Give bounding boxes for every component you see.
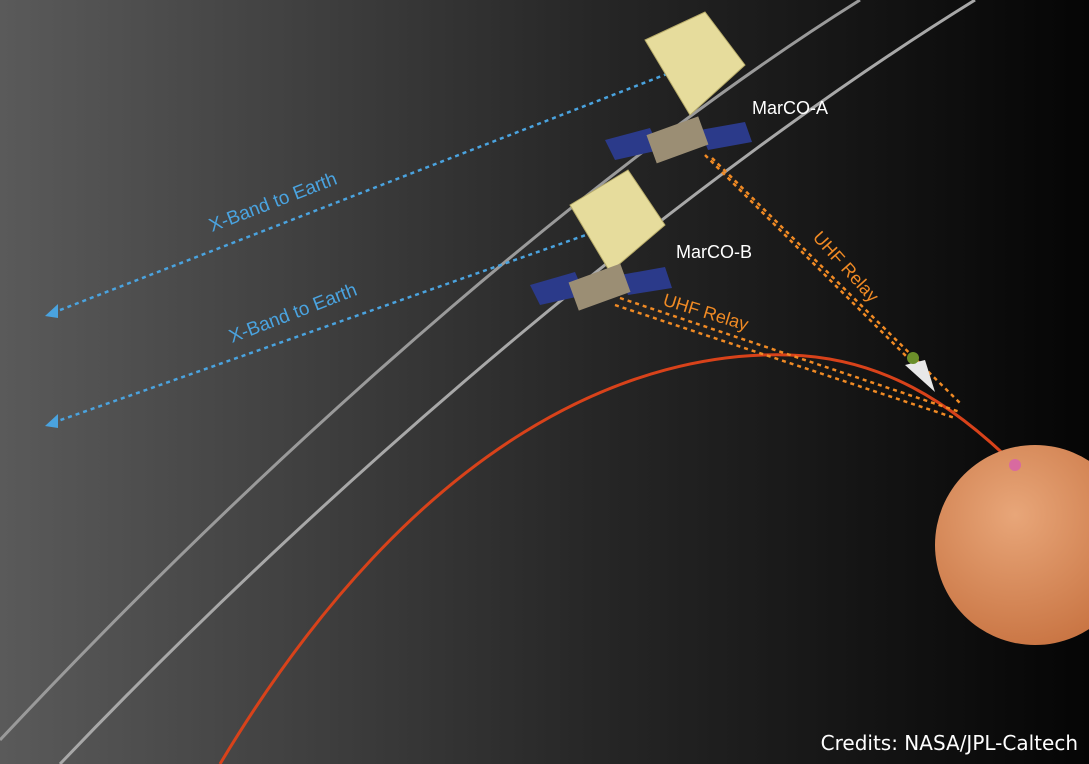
- mars: [935, 445, 1089, 645]
- lander-capsule: [907, 352, 919, 364]
- marco-b: [530, 169, 672, 311]
- label: MarCO-A: [752, 98, 828, 118]
- uhf-link: [704, 154, 916, 366]
- uhf-link: [619, 296, 961, 414]
- orbit-line: [0, 0, 861, 742]
- xband-link: [54, 63, 691, 314]
- arrowhead: [45, 414, 58, 428]
- lander-capsule: [905, 360, 935, 392]
- arrowhead: [45, 304, 58, 318]
- uhf-link: [711, 157, 963, 406]
- xband-link: [54, 228, 601, 424]
- label: MarCO-B: [676, 242, 752, 262]
- lander: [1009, 459, 1021, 471]
- trajectory: [218, 353, 1022, 764]
- orbit-line: [58, 0, 976, 764]
- credits: Credits: NASA/JPL-Caltech: [821, 731, 1078, 755]
- marco-a: [605, 11, 752, 164]
- uhf-link: [614, 303, 956, 420]
